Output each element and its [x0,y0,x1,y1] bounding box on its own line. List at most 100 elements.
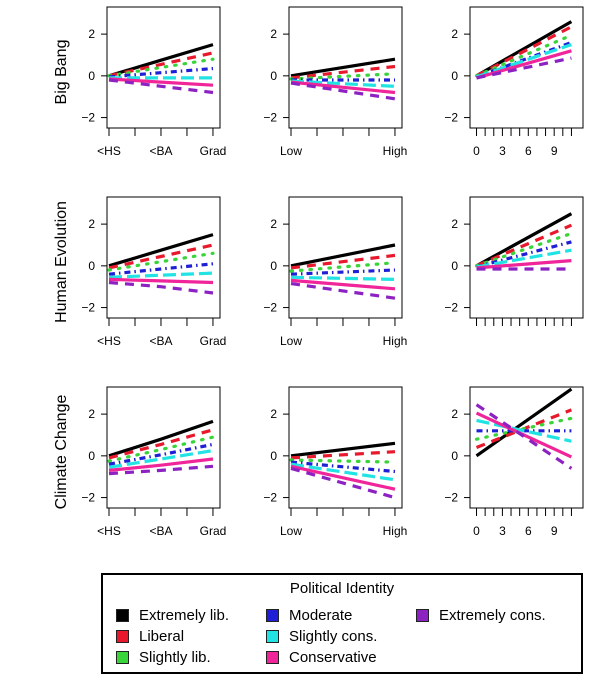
series-line-liberal [290,450,396,460]
series-line-extremely-cons [108,464,214,476]
legend-title: Political Identity [289,580,395,597]
y-tick-label: 2 [88,217,95,231]
y-tick-label: 2 [270,217,277,231]
y-tick-label: −2 [263,111,277,125]
y-tick-label: 0 [270,69,277,83]
y-tick-label: 0 [270,259,277,273]
legend-item-slightly-lib: Slightly lib. [116,649,211,666]
series-line-conservative [290,278,396,291]
x-tick-label: Low [280,524,302,538]
row-label-big-bang: Big Bang [53,40,70,105]
series-line-conservative [108,77,214,87]
legend-item-extremely-lib: Extremely lib. [116,607,229,624]
y-tick-label: −2 [81,111,95,125]
series-line-moderate [476,240,572,269]
x-tick-label: <HS [97,524,121,538]
legend-item-liberal: Liberal [116,628,184,645]
y-tick-label: 2 [451,27,458,41]
series-line-slightly-lib [289,261,397,273]
series-line-slightly-lib [474,231,574,268]
series-line-conservative [290,464,396,491]
series-line-slightly-cons [290,275,396,281]
x-tick-label: Grad [200,524,227,538]
series-line-extremely-cons [108,280,214,295]
panel-climate-change-knowledge: −2 0 2 Low High [263,386,407,538]
series-line-extremely-cons [108,78,214,95]
legend-item-moderate: Moderate [266,607,352,624]
y-tick-label: 0 [88,449,95,463]
x-tick-label: High [383,334,408,348]
legend-label: Liberal [139,628,185,645]
y-tick-label: 0 [451,259,458,273]
panel-frame [106,6,221,129]
series-line-liberal [475,25,573,78]
series-line-extremely-cons [290,282,396,300]
series-line-moderate [475,40,572,79]
series-line-liberal [108,243,214,270]
series-line-slightly-cons [475,43,572,79]
series-line-slightly-cons [476,418,572,443]
legend-label: Slightly cons. [289,628,378,645]
legend-item-extremely-cons: Extremely cons. [416,607,546,624]
y-tick-label: −2 [444,301,458,315]
legend-swatch [116,630,129,643]
series-line-slightly-lib [474,33,574,78]
y-tick-label: −2 [263,301,277,315]
y-tick-label: −2 [263,491,277,505]
y-tick-label: 2 [88,407,95,421]
legend-item-conservative: Conservative [266,649,377,666]
y-tick-label: −2 [444,111,458,125]
series-line-extremely-cons [476,56,572,80]
x-tick-label: Grad [200,334,227,348]
legend-label: Conservative [289,649,377,666]
series-line-slightly-lib [289,458,397,464]
y-tick-label: 0 [88,69,95,83]
panel-frame [469,386,584,509]
panel-big-bang-knowledge: −2 0 2 Low High [263,6,407,158]
series-line-moderate [108,442,214,466]
series-line-conservative [476,259,572,270]
y-tick-label: 2 [88,27,95,41]
x-tick-label: 6 [525,524,532,538]
y-tick-label: −2 [81,301,95,315]
legend-label: Slightly lib. [139,649,211,666]
x-tick-label: <BA [149,334,172,348]
y-tick-label: 2 [451,407,458,421]
series-line-slightly-lib [289,72,397,81]
series-line-moderate [290,460,396,474]
panel-frame [288,6,403,129]
legend: Political Identity Extremely lib. Liberal… [101,573,583,674]
series-line-slightly-lib [107,435,215,463]
series-line-extremely-lib [475,387,573,458]
panel-human-evolution-knowledge: −2 0 2 Low High [263,196,408,348]
series-line-liberal [290,64,396,80]
panel-frame [288,386,403,509]
series-line-extremely-cons [475,403,573,470]
panel-frame [469,6,584,129]
panel-frame [106,196,221,319]
y-tick-label: 0 [451,69,458,83]
x-tick-label: 9 [551,524,558,538]
series-line-slightly-cons [476,248,572,269]
row-label-climate-change: Climate Change [53,395,70,510]
series-line-moderate [290,268,396,276]
series-line-moderate [108,66,214,79]
series-line-slightly-lib [107,57,215,78]
x-tick-label: Low [280,334,302,348]
series-line-liberal [108,428,214,460]
x-tick-label: 0 [473,524,480,538]
legend-label: Extremely cons. [439,607,546,624]
row-label-human-evolution: Human Evolution [53,201,70,323]
y-tick-label: 2 [270,27,277,41]
y-tick-label: 0 [88,259,95,273]
x-tick-label: Grad [200,144,227,158]
series-line-extremely-lib [475,212,573,268]
x-tick-label: <HS [97,144,121,158]
series-line-extremely-cons [290,81,396,101]
panel-climate-change-education: −2 0 2 <HS <BA Grad [81,386,227,538]
legend-swatch [116,609,129,622]
y-tick-label: −2 [81,491,95,505]
series-line-conservative [108,457,214,472]
series-line-extremely-lib [290,441,396,458]
legend-swatch [266,630,279,643]
